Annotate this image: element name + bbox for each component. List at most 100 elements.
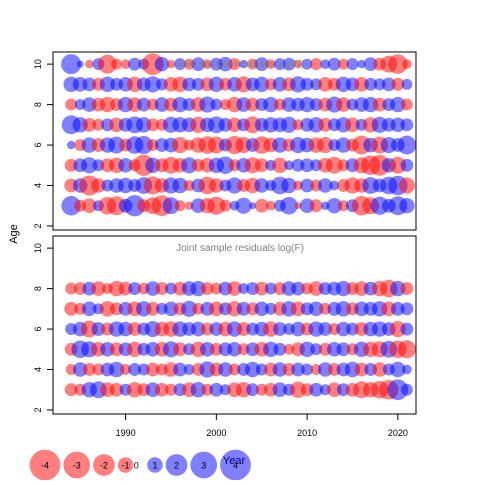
residual-bubble — [390, 117, 406, 133]
legend: -4 -3 -2 -1 0 1 2 3 4 — [29, 449, 251, 481]
residual-bubble — [399, 198, 415, 214]
residual-bubble — [318, 322, 333, 336]
residual-bubble — [82, 117, 97, 132]
residual-bubble — [202, 59, 213, 70]
residual-bubble — [327, 57, 341, 71]
residual-bubble — [272, 362, 288, 377]
x-tick-label: 2020 — [388, 428, 408, 438]
residual-bubble — [120, 364, 132, 375]
residual-bubble — [254, 57, 269, 72]
residual-bubble — [372, 97, 387, 112]
residual-bubble — [293, 59, 303, 69]
residual-bubble — [402, 364, 412, 375]
residual-bubble — [245, 97, 260, 112]
residual-bubble — [92, 118, 105, 131]
residual-bubble — [126, 341, 143, 357]
residual-bubble — [336, 342, 351, 357]
residual-bubble — [299, 341, 315, 357]
bubbles-log-n — [61, 53, 417, 217]
residual-bubble — [174, 58, 187, 71]
legend-label: 4 — [233, 461, 238, 471]
residual-bubble — [236, 301, 251, 316]
residual-bubble — [166, 59, 176, 69]
residual-bubble — [134, 135, 153, 155]
y-axis-log-f: 2 4 6 8 10 — [33, 243, 53, 412]
residual-bubble — [127, 322, 142, 336]
residual-bubble — [111, 58, 122, 70]
residual-bubble — [280, 116, 298, 133]
residual-bubble — [98, 54, 117, 74]
residual-bubble — [174, 200, 186, 212]
panel-frame-log-n — [52, 51, 417, 231]
residual-bubble — [300, 178, 314, 193]
residual-bubble — [218, 362, 233, 377]
residual-bubble — [128, 282, 142, 296]
residual-bubble — [388, 54, 408, 74]
residual-bubble — [145, 301, 160, 316]
residual-bubble — [227, 281, 242, 296]
residual-bubble — [400, 98, 413, 111]
residual-bubble — [291, 362, 305, 377]
residual-bubble — [91, 178, 106, 193]
residual-bubble — [66, 140, 76, 150]
residual-bubble — [238, 283, 250, 295]
residual-bubble — [171, 136, 189, 154]
residual-bubble — [228, 363, 241, 376]
residual-bubble — [228, 58, 241, 71]
residual-bubble — [85, 59, 94, 69]
residual-bubble — [181, 300, 198, 317]
residual-bubble — [162, 197, 180, 215]
residual-bubble — [282, 57, 296, 71]
residual-bubble — [263, 96, 279, 113]
residual-bubble — [389, 320, 406, 338]
legend-label: 1 — [152, 461, 157, 471]
y-tick-label: 4 — [33, 367, 43, 372]
residual-bubble — [173, 342, 187, 357]
legend-bubble — [63, 451, 91, 479]
residual-bubble — [99, 96, 116, 113]
residual-bubble — [226, 177, 243, 194]
residual-bubble — [247, 58, 259, 70]
residual-bubble — [172, 177, 188, 194]
residual-bubble — [246, 383, 260, 397]
residual-bubble — [209, 382, 224, 397]
residual-bubble — [155, 282, 169, 296]
residual-bubble — [72, 362, 88, 377]
residual-bubble — [210, 98, 223, 111]
residual-bubble — [218, 56, 233, 72]
residual-bubble — [280, 196, 298, 215]
panel-log-n: Joint sample residuals log(N) 2 4 6 8 10 — [33, 51, 417, 231]
legend-label: 0 — [134, 461, 139, 471]
residual-bubble — [301, 363, 314, 376]
residual-bubble — [165, 383, 177, 396]
residual-bubble — [272, 322, 287, 336]
residual-bubble — [82, 198, 97, 214]
y-axis-label: Age — [8, 224, 20, 244]
residual-bubble — [337, 58, 349, 70]
bubbles-log-f — [64, 279, 417, 401]
residual-bubble — [284, 160, 294, 171]
residual-bubble — [318, 117, 333, 132]
residual-bubble — [346, 58, 359, 71]
residual-bubble — [272, 157, 288, 173]
residual-bubble — [254, 178, 270, 193]
residual-bubble — [400, 118, 414, 132]
residual-bubble — [300, 158, 314, 173]
residual-bubble — [290, 301, 306, 317]
legend-label: -2 — [100, 461, 108, 471]
residual-bubble — [154, 56, 170, 72]
y-tick-label: 10 — [33, 59, 43, 69]
residual-bubble — [283, 343, 295, 355]
residual-bubble — [191, 57, 206, 72]
residual-bubble — [309, 199, 323, 213]
residual-bubble — [335, 137, 352, 153]
y-tick-label: 8 — [33, 286, 43, 291]
residual-bubble — [183, 180, 195, 191]
residual-bubble — [209, 301, 224, 317]
residual-bubble — [397, 340, 417, 359]
x-tick-label: 2010 — [297, 428, 317, 438]
legend-label: 3 — [201, 461, 206, 471]
residual-bubble — [264, 282, 277, 295]
residual-bubble — [398, 177, 416, 194]
residual-bubble — [327, 382, 342, 398]
